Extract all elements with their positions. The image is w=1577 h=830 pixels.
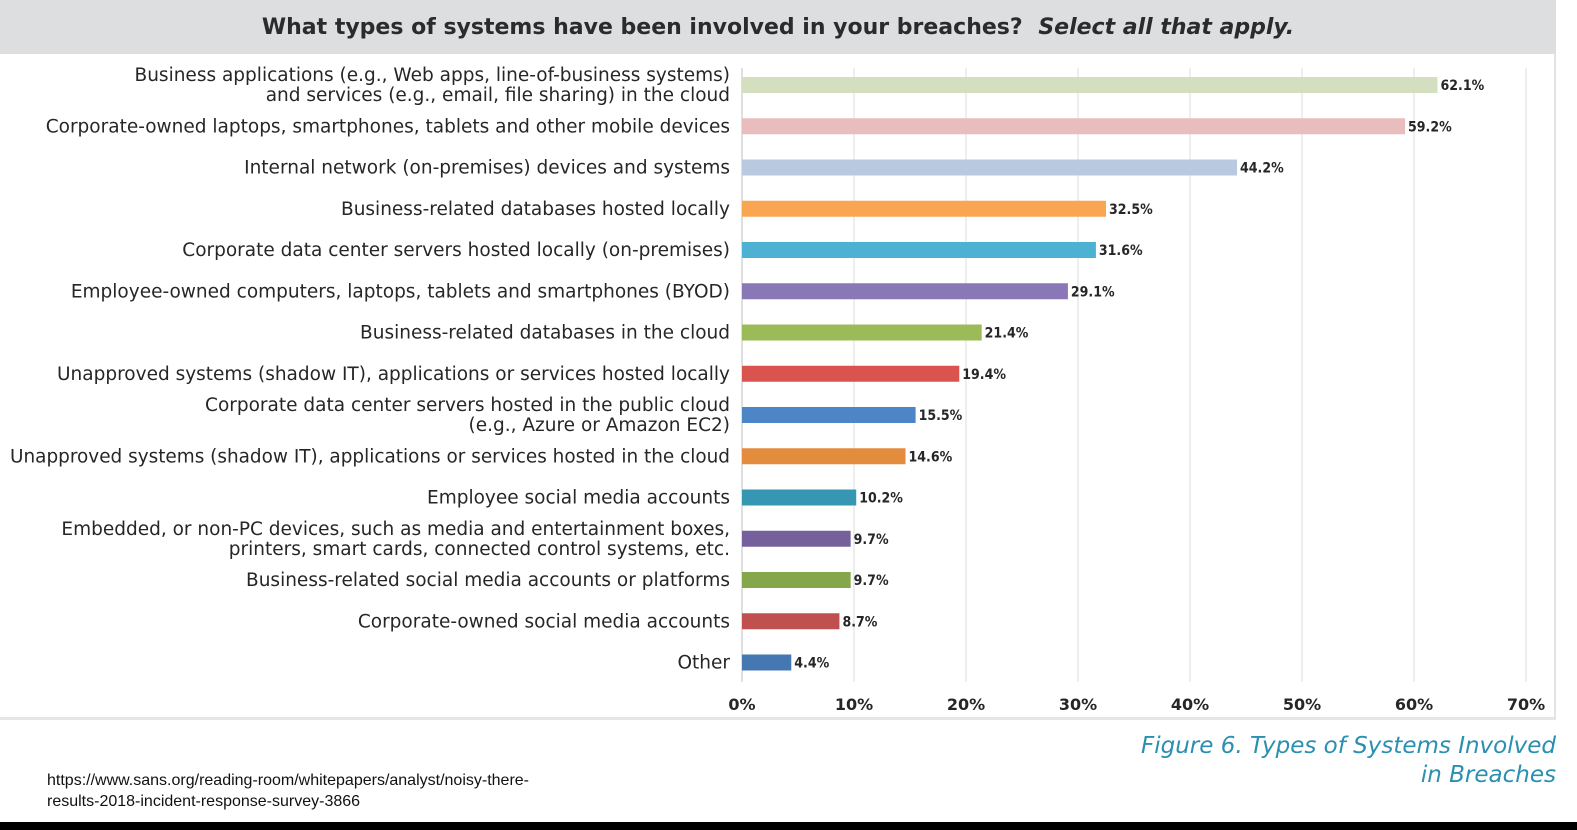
bar bbox=[742, 613, 840, 630]
chart-title-text: What types of systems have been involved… bbox=[261, 14, 1023, 40]
x-axis-ticks: 0% 10% 20% 30% 40% 50% 60% 70% bbox=[728, 695, 1545, 714]
value-label: 8.7% bbox=[842, 614, 877, 630]
value-label: 9.7% bbox=[854, 573, 889, 589]
chart-title-instruction: Select all that apply. bbox=[1038, 14, 1295, 40]
value-label: 19.4% bbox=[962, 367, 1006, 383]
value-label: 62.1% bbox=[1441, 78, 1485, 94]
bar bbox=[742, 118, 1406, 135]
chart-panel: Business applications (e.g., Web apps, l… bbox=[0, 54, 1556, 720]
value-labels: 62.1% 59.2% 44.2% 32.5% 31.6% 29.1% 21.4% 19.4%… bbox=[794, 78, 1484, 672]
bar bbox=[742, 159, 1238, 176]
value-label: 29.1% bbox=[1071, 284, 1115, 300]
bar bbox=[742, 530, 851, 547]
category-label-line: Business-related databases hosted locall… bbox=[341, 199, 730, 220]
bar-chart: Business applications (e.g., Web apps, l… bbox=[10, 65, 1545, 714]
category-label: Unapproved systems (shadow IT), applicat… bbox=[10, 446, 730, 467]
category-label: Employee social media accounts bbox=[427, 488, 730, 509]
category-label: Internal network (on-premises) devices a… bbox=[244, 158, 730, 179]
category-label: Embedded, or non-PC devices, such as med… bbox=[61, 519, 730, 560]
category-label-line: Internal network (on-premises) devices a… bbox=[244, 158, 730, 179]
value-label: 44.2% bbox=[1240, 161, 1284, 177]
category-label: Corporate data center servers hosted loc… bbox=[182, 240, 730, 261]
category-labels: Business applications (e.g., Web apps, l… bbox=[10, 65, 730, 674]
x-tick-label: 20% bbox=[947, 695, 985, 714]
category-label-line: Corporate data center servers hosted loc… bbox=[182, 240, 730, 261]
value-label: 31.6% bbox=[1099, 243, 1143, 259]
value-label: 4.4% bbox=[794, 656, 829, 672]
category-label-line: Embedded, or non-PC devices, such as med… bbox=[61, 519, 730, 540]
category-label: Unapproved systems (shadow IT), applicat… bbox=[57, 364, 730, 385]
bar bbox=[742, 283, 1068, 300]
category-label: Business-related databases hosted locall… bbox=[341, 199, 730, 220]
category-label-line: Business-related social media accounts o… bbox=[246, 570, 730, 591]
chart-title-bar: What types of systems have been involved… bbox=[0, 0, 1556, 54]
value-label: 10.2% bbox=[859, 491, 903, 507]
category-label-line: Unapproved systems (shadow IT), applicat… bbox=[57, 364, 730, 385]
category-label: Other bbox=[677, 653, 730, 674]
bar bbox=[742, 200, 1106, 217]
category-label-line: Other bbox=[677, 653, 730, 674]
bar bbox=[742, 572, 851, 588]
bar bbox=[742, 654, 792, 671]
category-label-line: printers, smart cards, connected control… bbox=[229, 539, 730, 560]
x-tick-label: 40% bbox=[1171, 695, 1209, 714]
x-tick-label: 0% bbox=[728, 695, 755, 714]
value-label: 14.6% bbox=[909, 449, 953, 465]
x-tick-label: 60% bbox=[1395, 695, 1433, 714]
figure-caption: Figure 6. Types of Systems Involved in B… bbox=[1096, 732, 1556, 790]
category-label-line: Unapproved systems (shadow IT), applicat… bbox=[10, 446, 730, 467]
x-tick-label: 10% bbox=[835, 695, 873, 714]
category-label-line: and services (e.g., email, file sharing)… bbox=[266, 85, 730, 106]
source-url-line-2: results-2018-incident-response-survey-38… bbox=[47, 793, 361, 810]
value-label: 9.7% bbox=[854, 532, 889, 548]
category-label: Business-related social media accounts o… bbox=[246, 570, 730, 591]
category-label-line: Business applications (e.g., Web apps, l… bbox=[135, 65, 730, 86]
category-label-line: Corporate data center servers hosted in … bbox=[205, 395, 730, 416]
category-label: Corporate-owned laptops, smartphones, ta… bbox=[46, 116, 730, 137]
bar bbox=[742, 324, 982, 341]
category-label-line: Corporate-owned social media accounts bbox=[358, 611, 730, 632]
bar bbox=[742, 448, 906, 465]
category-label: Business-related databases in the cloud bbox=[360, 323, 730, 344]
bar bbox=[742, 489, 857, 506]
source-url-line-1: https://www.sans.org/reading-room/whitep… bbox=[47, 772, 529, 789]
category-label: Corporate data center servers hosted in … bbox=[205, 395, 730, 436]
bar bbox=[742, 365, 960, 382]
value-label: 59.2% bbox=[1408, 119, 1452, 135]
category-label-line: Employee social media accounts bbox=[427, 488, 730, 509]
bars bbox=[742, 77, 1438, 671]
bar bbox=[742, 242, 1096, 258]
chart-title: What types of systems have been involved… bbox=[262, 15, 1294, 40]
category-label-line: Employee-owned computers, laptops, table… bbox=[71, 281, 730, 302]
category-label-line: (e.g., Azure or Amazon EC2) bbox=[469, 415, 730, 436]
figure-caption-line-1: Figure 6. Types of Systems Involved bbox=[1140, 733, 1556, 759]
x-tick-label: 30% bbox=[1059, 695, 1097, 714]
value-label: 21.4% bbox=[985, 326, 1029, 342]
category-label: Corporate-owned social media accounts bbox=[358, 611, 730, 632]
figure-caption-line-2: in Breaches bbox=[1420, 762, 1556, 788]
category-label: Employee-owned computers, laptops, table… bbox=[71, 281, 730, 302]
x-tick-label: 50% bbox=[1283, 695, 1321, 714]
x-tick-label: 70% bbox=[1507, 695, 1545, 714]
value-label: 15.5% bbox=[919, 408, 963, 424]
bar bbox=[742, 407, 916, 423]
bottom-border bbox=[0, 822, 1577, 830]
source-url[interactable]: https://www.sans.org/reading-room/whitep… bbox=[47, 770, 647, 812]
category-label-line: Business-related databases in the cloud bbox=[360, 323, 730, 344]
category-label-line: Corporate-owned laptops, smartphones, ta… bbox=[46, 116, 730, 137]
value-label: 32.5% bbox=[1109, 202, 1153, 218]
bar bbox=[742, 77, 1438, 93]
category-label: Business applications (e.g., Web apps, l… bbox=[135, 65, 730, 106]
